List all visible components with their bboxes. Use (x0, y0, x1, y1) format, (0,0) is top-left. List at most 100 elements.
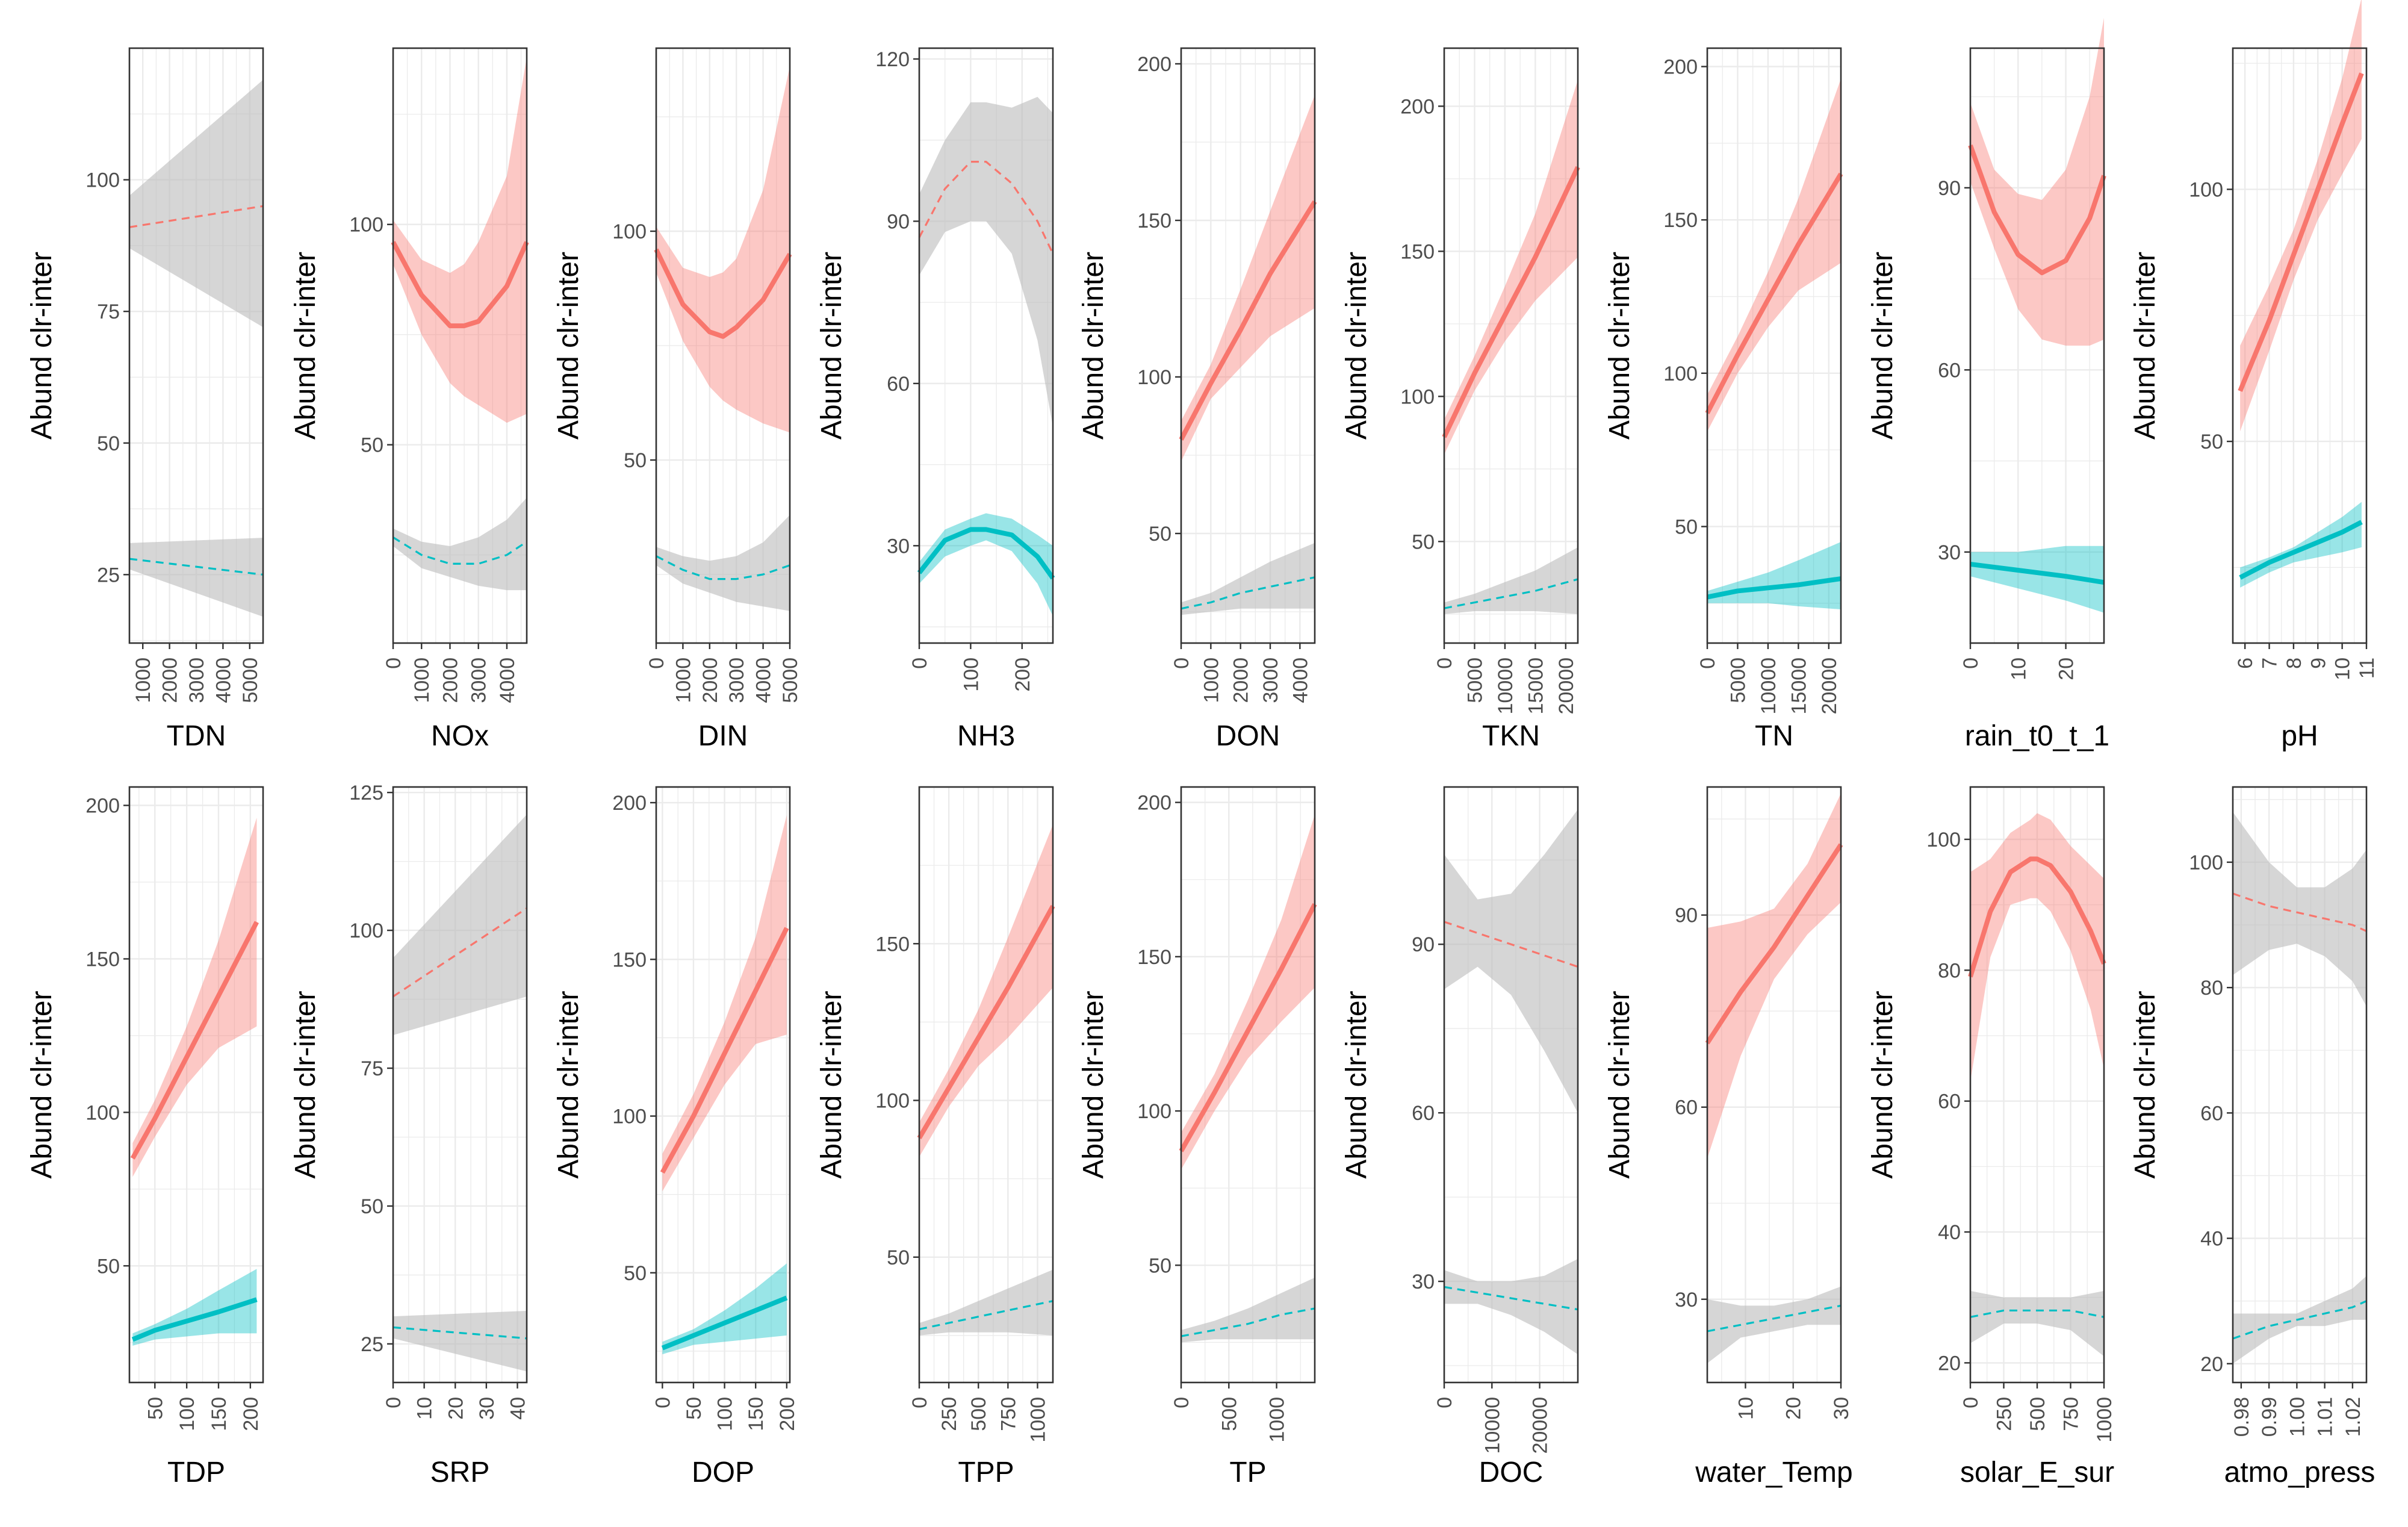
x-axis-title: TPP (958, 1457, 1014, 1488)
panel-border (1180, 47, 1316, 644)
confidence-band-low (1707, 1286, 1841, 1364)
y-axis-title: Abund clr-inter (290, 252, 321, 440)
y-axis-title: Abund clr-inter (26, 991, 58, 1178)
y-axis-title: Abund clr-inter (1867, 991, 1899, 1178)
y-tick-label: 100 (1926, 829, 1961, 851)
panel-border (392, 786, 528, 1384)
panel-background (656, 787, 790, 1382)
x-tick-label: 50 (144, 1397, 167, 1420)
confidence-band-low (393, 497, 527, 591)
x-tick-label: 0.98 (2230, 1397, 2253, 1437)
x-tick-label: 10 (1734, 1397, 1757, 1420)
facet-panel-tpp: 50 100 150 0 250 500 750 1000 TPP Abund clr-inter (816, 786, 1055, 1488)
x-tick-label: 0 (382, 658, 405, 669)
x-tick-label: 5000 (779, 658, 802, 703)
y-tick-label: 90 (1412, 933, 1435, 956)
gridlines (129, 787, 263, 1382)
y-tick-label: 100 (2189, 178, 2223, 201)
x-tick-label: 20 (444, 1397, 467, 1420)
gridlines (656, 787, 790, 1382)
fit-line-high (1968, 856, 2106, 978)
x-tick-label: 3000 (1259, 658, 1282, 703)
confidence-band-low (1970, 1290, 2104, 1357)
y-tick-label: 50 (1412, 530, 1435, 553)
x-tick-label: 1.00 (2286, 1397, 2309, 1437)
y-axis-title: Abund clr-inter (816, 252, 848, 440)
y-tick-label: 150 (1137, 210, 1171, 232)
y-axis-title: Abund clr-inter (816, 991, 848, 1178)
fit-line-low (661, 1295, 788, 1351)
x-axis-title: rain_t0_t_1 (1965, 720, 2109, 752)
x-tick-label: 500 (2026, 1397, 2049, 1431)
y-tick-label: 80 (1938, 959, 1961, 982)
y-tick-label: 30 (1675, 1289, 1698, 1311)
panel-background (1444, 48, 1578, 643)
y-tick-label: 50 (361, 434, 383, 457)
y-tick-label: 100 (1137, 1100, 1171, 1123)
x-tick-label: 0 (1170, 1397, 1193, 1408)
x-tick-label: 0 (645, 658, 668, 669)
x-tick-label: 10000 (1757, 658, 1780, 715)
y-tick-label: 100 (349, 214, 383, 237)
fit-line-high (2238, 72, 2364, 392)
y-tick-label: 75 (361, 1057, 383, 1080)
facet-panel-ph: 50 100 6 7 8 9 10 11 pH Abund clr-inter (2129, 0, 2379, 752)
y-tick-label: 200 (1400, 95, 1435, 118)
y-tick-label: 50 (2200, 431, 2223, 453)
y-tick-label: 100 (612, 220, 647, 243)
fit-line-low (393, 536, 527, 565)
facet-panel-tkn: 50 100 150 200 0 5000 10000 15000 20000 TKN Abund … (1341, 47, 1580, 752)
confidence-band-low (129, 538, 263, 617)
y-axis-title: Abund clr-inter (1604, 991, 1636, 1178)
confidence-band-low (656, 515, 790, 611)
confidence-band-high (656, 66, 790, 433)
panel-background (129, 787, 263, 1382)
fit-line-high (660, 927, 789, 1174)
x-tick-label: 750 (997, 1397, 1020, 1431)
confidence-band-low (1970, 546, 2104, 613)
confidence-band-high (1181, 815, 1315, 1170)
x-tick-label: 15000 (1524, 658, 1547, 715)
confidence-band-high (132, 817, 257, 1177)
y-tick-label: 100 (349, 919, 383, 942)
fit-line-low (656, 555, 790, 580)
panel-border (918, 47, 1054, 644)
panel-border (655, 786, 791, 1384)
x-tick-label: 20000 (1818, 658, 1841, 715)
y-tick-label: 150 (612, 948, 647, 971)
y-tick-label: 60 (1938, 1090, 1961, 1113)
x-axis-title: TN (1755, 720, 1793, 752)
confidence-band-high (129, 79, 263, 328)
x-tick-label: 10000 (1481, 1397, 1504, 1454)
fit-line-high (391, 241, 529, 329)
fit-line-high (1968, 144, 2106, 276)
fit-line-low (129, 558, 264, 576)
fit-line-low (1444, 578, 1578, 609)
y-axis-title: Abund clr-inter (553, 252, 585, 440)
panel-background (1707, 48, 1841, 643)
y-axis-title: Abund clr-inter (1341, 252, 1373, 440)
x-axis-title: pH (2281, 720, 2318, 752)
x-tick-label: 3000 (185, 658, 208, 703)
facet-panel-nh3: 30 60 90 120 0 100 200 NH3 Abund clr-inter (816, 47, 1055, 752)
x-tick-label: 5000 (1727, 658, 1749, 703)
panel-border (1443, 47, 1579, 644)
y-tick-label: 30 (1412, 1270, 1435, 1293)
x-tick-label: 2000 (1230, 658, 1253, 703)
y-tick-label: 50 (1149, 523, 1171, 546)
fit-line-low (1707, 576, 1842, 600)
confidence-band-high (662, 815, 787, 1192)
x-tick-label: 10000 (1494, 658, 1517, 715)
panel-border (1706, 786, 1842, 1384)
x-tick-label: 1000 (1200, 658, 1223, 703)
x-tick-label: 30 (1830, 1397, 1853, 1420)
x-axis-title: DOP (692, 1457, 754, 1488)
x-axis-title: solar_E_sur (1960, 1457, 2114, 1488)
confidence-band-high (1707, 78, 1841, 432)
y-tick-label: 200 (1137, 792, 1171, 815)
y-tick-label: 75 (97, 300, 120, 323)
panel-border (1706, 47, 1842, 644)
x-axis-title: atmo_press (2224, 1457, 2375, 1488)
fit-line-low (1444, 1286, 1578, 1311)
